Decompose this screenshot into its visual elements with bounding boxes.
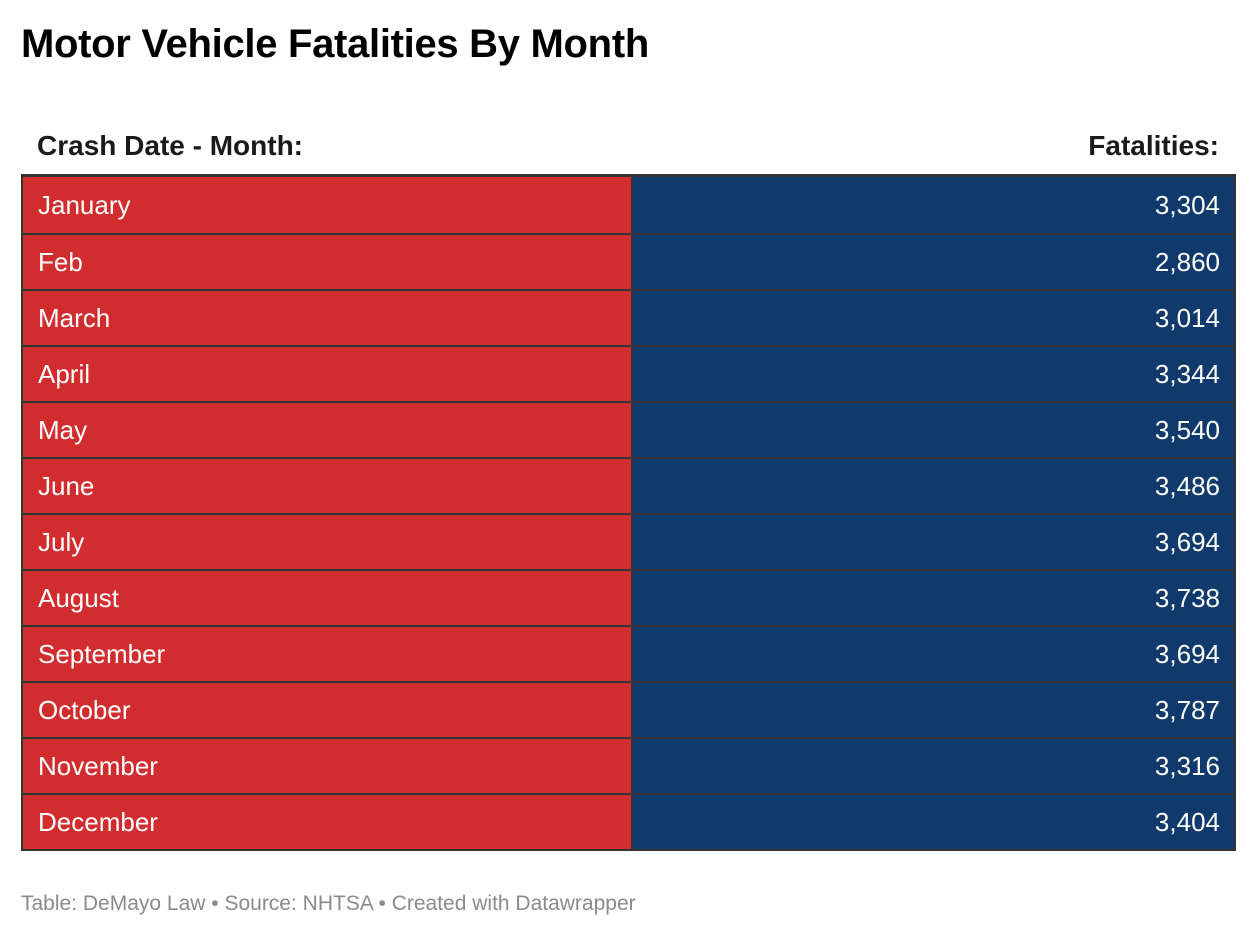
column-header-month: Crash Date - Month: bbox=[37, 130, 303, 161]
table-row: December 3,404 bbox=[23, 793, 1234, 849]
source-footer: Table: DeMayo Law • Source: NHTSA • Crea… bbox=[21, 892, 636, 915]
table-row: January 3,304 bbox=[23, 177, 1234, 233]
month-cell: July bbox=[23, 515, 633, 569]
month-cell: March bbox=[23, 291, 633, 345]
month-cell: Feb bbox=[23, 235, 633, 289]
table-row: October 3,787 bbox=[23, 681, 1234, 737]
month-cell: May bbox=[23, 403, 633, 457]
table-row: June 3,486 bbox=[23, 457, 1234, 513]
month-cell: November bbox=[23, 739, 633, 793]
fatalities-cell: 3,304 bbox=[633, 177, 1234, 233]
table-row: September 3,694 bbox=[23, 625, 1234, 681]
month-cell: August bbox=[23, 571, 633, 625]
month-cell: April bbox=[23, 347, 633, 401]
fatalities-cell: 3,694 bbox=[633, 627, 1234, 681]
table-row: Feb 2,860 bbox=[23, 233, 1234, 289]
table-row: November 3,316 bbox=[23, 737, 1234, 793]
table-row: August 3,738 bbox=[23, 569, 1234, 625]
page-title: Motor Vehicle Fatalities By Month bbox=[21, 22, 649, 66]
month-cell: September bbox=[23, 627, 633, 681]
column-header-fatalities: Fatalities: bbox=[1088, 130, 1219, 161]
month-cell: January bbox=[23, 177, 633, 233]
month-cell: October bbox=[23, 683, 633, 737]
table-body: January 3,304 Feb 2,860 March 3,014 April 3,344… bbox=[21, 174, 1236, 851]
fatalities-cell: 3,014 bbox=[633, 291, 1234, 345]
table-row: March 3,014 bbox=[23, 289, 1234, 345]
fatalities-table: Crash Date - Month: Fatalities: January 3… bbox=[21, 118, 1236, 851]
table-header: Crash Date - Month: Fatalities: bbox=[21, 118, 1236, 174]
fatalities-cell: 3,404 bbox=[633, 795, 1234, 849]
fatalities-cell: 3,344 bbox=[633, 347, 1234, 401]
table-row: July 3,694 bbox=[23, 513, 1234, 569]
month-cell: December bbox=[23, 795, 633, 849]
table-row: April 3,344 bbox=[23, 345, 1234, 401]
table-row: May 3,540 bbox=[23, 401, 1234, 457]
fatalities-cell: 3,540 bbox=[633, 403, 1234, 457]
fatalities-cell: 3,738 bbox=[633, 571, 1234, 625]
fatalities-cell: 2,860 bbox=[633, 235, 1234, 289]
fatalities-cell: 3,694 bbox=[633, 515, 1234, 569]
month-cell: June bbox=[23, 459, 633, 513]
fatalities-cell: 3,787 bbox=[633, 683, 1234, 737]
fatalities-cell: 3,316 bbox=[633, 739, 1234, 793]
fatalities-cell: 3,486 bbox=[633, 459, 1234, 513]
